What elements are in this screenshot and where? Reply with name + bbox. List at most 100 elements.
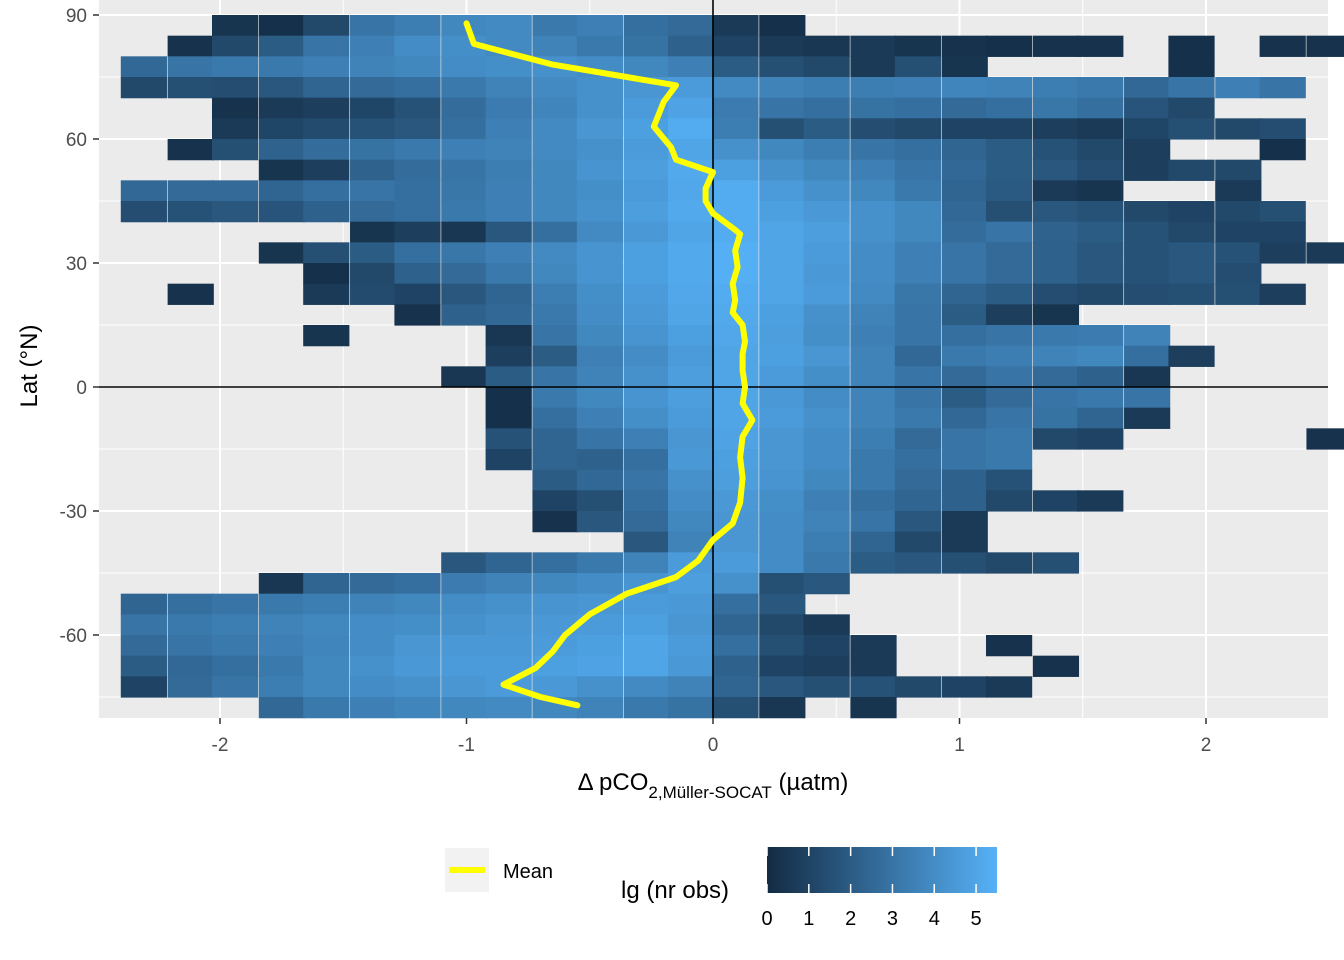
heat-tile — [576, 180, 624, 202]
heat-tile — [485, 159, 532, 181]
heat-tile — [986, 35, 1033, 57]
heat-tile — [485, 366, 532, 388]
heat-tile — [623, 345, 670, 367]
heat-tile — [1077, 35, 1124, 57]
heat-tile — [1168, 201, 1215, 223]
heat-tile — [941, 283, 988, 305]
heat-tile — [441, 697, 488, 719]
heat-tile — [211, 635, 259, 657]
heat-tile — [1124, 221, 1171, 243]
heat-tile — [576, 490, 624, 512]
heat-tile — [532, 118, 579, 140]
heat-tile — [576, 655, 624, 677]
heat-tile — [623, 531, 670, 553]
heat-tile — [1032, 180, 1080, 202]
heat-tile — [803, 573, 850, 595]
heat-tile — [941, 345, 988, 367]
heat-tile — [941, 407, 988, 429]
colorbar-tick-label: 5 — [971, 908, 982, 930]
heat-tile — [303, 159, 350, 181]
heat-tile — [941, 676, 988, 698]
heat-tile — [167, 139, 214, 161]
heat-tile — [1077, 180, 1124, 202]
heat-tile — [712, 614, 759, 636]
heat-tile — [1215, 180, 1262, 202]
heat-tile — [1077, 221, 1124, 243]
heat-tile — [120, 56, 167, 78]
heat-tile — [850, 139, 897, 161]
heat-tile — [894, 201, 941, 223]
heat-tile — [759, 15, 806, 37]
heat-tile — [712, 531, 759, 553]
heat-tile — [803, 655, 850, 677]
heat-tile — [532, 304, 579, 326]
heat-tile — [668, 159, 715, 181]
heat-tile — [803, 159, 850, 181]
heat-tile — [759, 345, 806, 367]
heat-tile — [941, 304, 988, 326]
heat-tile — [1259, 118, 1306, 140]
heat-tile — [850, 304, 897, 326]
heat-tile — [576, 676, 624, 698]
heat-tile — [350, 573, 397, 595]
mean-line — [463, 20, 756, 709]
heat-tile — [1215, 201, 1262, 223]
heat-tile — [894, 180, 941, 202]
heat-tile — [623, 159, 670, 181]
heat-tile — [623, 15, 670, 37]
heat-tile — [485, 593, 532, 615]
heat-tile — [1259, 35, 1306, 57]
heat-tile — [850, 490, 897, 512]
heat-tile — [941, 490, 988, 512]
heat-tile — [576, 242, 624, 264]
heat-tile — [303, 97, 350, 119]
heat-tile — [120, 614, 167, 636]
heat-tile — [303, 655, 350, 677]
heat-tile — [350, 77, 397, 99]
heat-tile — [576, 118, 624, 140]
heat-tile — [1124, 201, 1171, 223]
heat-tile — [623, 449, 670, 471]
heat-tile — [623, 552, 670, 574]
heat-tile — [441, 139, 488, 161]
heat-tile — [350, 159, 397, 181]
heat-tile — [623, 283, 670, 305]
heat-tile — [485, 697, 532, 719]
heat-tile — [986, 490, 1033, 512]
heat-tile — [759, 655, 806, 677]
heat-tile — [712, 490, 759, 512]
heat-tile — [759, 593, 806, 615]
heat-tile — [1032, 490, 1080, 512]
heat-tile — [668, 593, 715, 615]
heat-tile — [850, 511, 897, 533]
heat-tile — [759, 531, 806, 553]
heat-tile — [441, 552, 488, 574]
heat-tile — [485, 77, 532, 99]
x-tick-label: 2 — [1201, 735, 1212, 756]
heat-tile — [894, 531, 941, 553]
heat-tile — [1168, 118, 1215, 140]
y-tick-label: -30 — [60, 502, 87, 523]
heat-tile — [350, 180, 397, 202]
heat-tile — [986, 387, 1033, 409]
heat-tile — [941, 263, 988, 285]
heat-tile — [668, 15, 715, 37]
heat-tile — [986, 304, 1033, 326]
heat-tile — [894, 552, 941, 574]
heat-tile — [759, 635, 806, 657]
y-tick-label: 90 — [66, 6, 87, 27]
heat-tile — [303, 283, 350, 305]
heat-tile — [803, 366, 850, 388]
heat-tile — [576, 77, 624, 99]
heat-tile — [986, 242, 1033, 264]
heat-tile — [850, 201, 897, 223]
heat-tile — [485, 139, 532, 161]
heat-tile — [894, 428, 941, 450]
heat-tile — [167, 180, 214, 202]
y-tick-label: -60 — [60, 626, 87, 647]
heat-tile — [1124, 325, 1171, 347]
heat-tile — [1215, 159, 1262, 181]
heat-tile — [894, 366, 941, 388]
heat-tile — [258, 180, 306, 202]
heat-tile — [759, 97, 806, 119]
